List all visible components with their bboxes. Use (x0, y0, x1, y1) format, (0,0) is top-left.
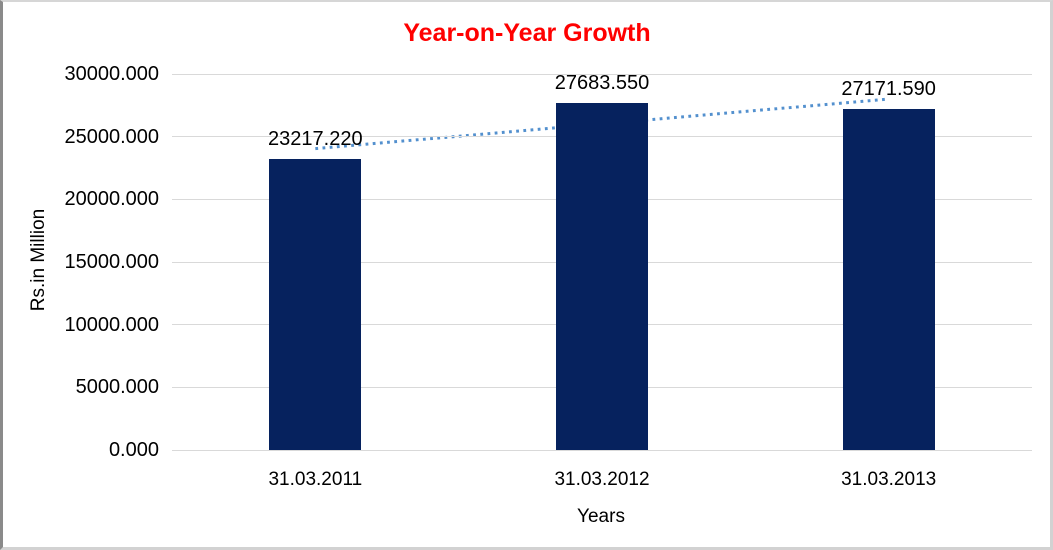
bar-value-label: 23217.220 (268, 128, 363, 150)
x-tick-label: 31.03.2012 (554, 469, 650, 490)
y-tick-label: 0.000 (108, 439, 159, 461)
gridline (172, 73, 1032, 75)
gridline (172, 449, 1032, 451)
y-tick-label: 20000.000 (64, 188, 159, 211)
bar (269, 159, 362, 450)
y-tick-label: 15000.000 (64, 251, 159, 273)
y-tick-label: 10000.000 (64, 313, 159, 336)
x-tick-label: 31.03.2013 (841, 469, 937, 490)
x-axis-title: Years (577, 506, 625, 527)
bar-value-label: 27171.590 (841, 78, 936, 101)
bar (842, 109, 935, 450)
bar-value-label: 27683.550 (554, 72, 650, 95)
x-tick-label: 31.03.2011 (268, 469, 363, 490)
y-tick-label: 30000.000 (64, 63, 159, 85)
y-tick-label: 5000.000 (75, 376, 159, 399)
y-tick-label: 25000.000 (64, 125, 159, 148)
bar (556, 103, 648, 450)
chart-title: Year-on-Year Growth (403, 19, 651, 47)
